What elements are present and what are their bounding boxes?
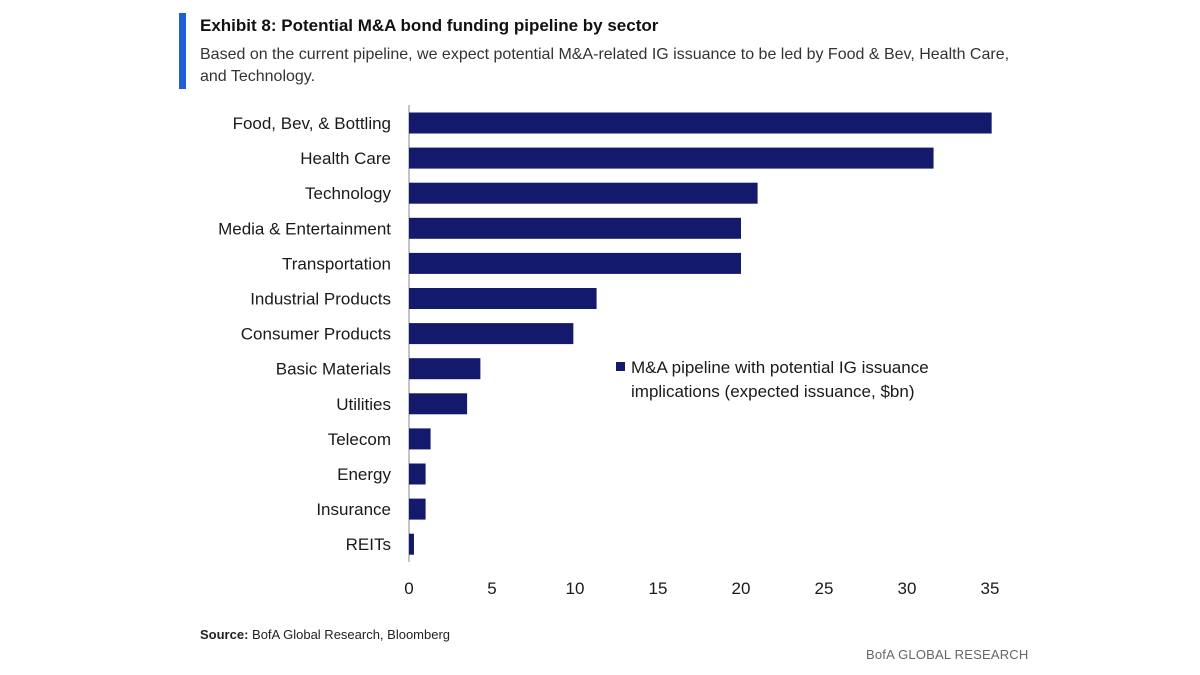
category-label: Industrial Products (250, 290, 391, 309)
bar (409, 428, 431, 450)
category-label: Utilities (336, 395, 391, 414)
category-label: Food, Bev, & Bottling (233, 114, 391, 133)
x-tick-label: 0 (404, 579, 413, 598)
bar (409, 393, 468, 415)
chart-subtitle: Based on the current pipeline, we expect… (200, 46, 1010, 85)
bar (409, 182, 758, 204)
title-accent-bar (179, 13, 186, 89)
bar (409, 533, 414, 555)
x-tick-label: 5 (487, 579, 496, 598)
category-label: Insurance (316, 500, 391, 519)
source-note: Source: BofA Global Research, Bloomberg (200, 627, 450, 642)
legend-label: M&A pipeline with potential IG issuance … (631, 358, 929, 401)
source-label: Source: (200, 627, 249, 642)
bar (409, 252, 741, 274)
bar (409, 288, 597, 309)
category-label: Energy (337, 465, 391, 484)
x-tick-label: 20 (732, 579, 751, 598)
x-tick-label: 30 (898, 579, 917, 598)
bar (409, 112, 992, 134)
x-tick-label: 10 (566, 579, 585, 598)
category-label: Consumer Products (241, 325, 391, 344)
bar (409, 217, 741, 239)
category-label: Basic Materials (276, 360, 391, 379)
chart-title: Exhibit 8: Potential M&A bond funding pi… (200, 16, 659, 35)
category-label: REITs (346, 535, 391, 554)
category-label: Telecom (328, 430, 391, 449)
category-label: Technology (305, 184, 392, 203)
x-tick-label: 35 (981, 579, 1000, 598)
category-label: Media & Entertainment (218, 219, 391, 238)
category-label: Transportation (282, 254, 391, 273)
category-label: Health Care (300, 149, 391, 168)
bar (409, 463, 426, 485)
bar (409, 147, 934, 169)
x-tick-label: 15 (649, 579, 668, 598)
brand-footer: BofA GLOBAL RESEARCH (866, 647, 1029, 662)
bar (409, 358, 481, 380)
bar (409, 323, 574, 345)
bar (409, 498, 426, 520)
legend-swatch (616, 362, 625, 371)
x-tick-label: 25 (815, 579, 834, 598)
source-text: BofA Global Research, Bloomberg (252, 627, 451, 642)
